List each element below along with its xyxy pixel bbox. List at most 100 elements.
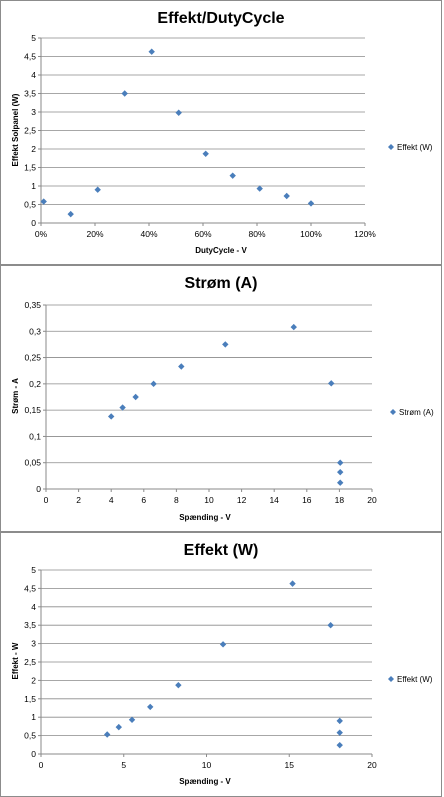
data-point: [104, 731, 111, 738]
x-tick-label: 20%: [86, 229, 103, 239]
legend-marker: [388, 676, 394, 682]
x-tick-label: 60%: [194, 229, 211, 239]
x-tick-label: 0: [44, 495, 49, 505]
y-tick-label: 2,5: [24, 657, 36, 667]
data-point: [175, 681, 182, 689]
data-point: [328, 380, 335, 387]
y-tick-label: 0: [31, 749, 36, 759]
data-point: [307, 200, 315, 207]
data-point: [94, 186, 101, 193]
y-tick-label: 0: [36, 484, 41, 494]
x-axis-label: Spænding - V: [179, 513, 231, 522]
data-point: [132, 393, 139, 401]
legend: Effekt (W): [388, 143, 433, 152]
data-point: [256, 185, 263, 192]
x-tick-label: 20: [367, 760, 377, 770]
y-tick-label: 0,35: [24, 300, 41, 310]
x-tick-label: 6: [141, 495, 146, 505]
data-point: [108, 413, 115, 420]
data-point: [289, 580, 296, 587]
y-tick-label: 0,05: [24, 458, 41, 468]
chart-title: Effekt/DutyCycle: [157, 10, 284, 27]
x-tick-label: 40%: [140, 229, 157, 239]
chart-effekt-dutycycle: Effekt/DutyCycle DutyCycle - V Effekt So…: [11, 10, 433, 255]
x-tick-label: 12: [237, 495, 247, 505]
y-tick-label: 2: [31, 144, 36, 154]
x-tick-label: 4: [109, 495, 114, 505]
data-point: [119, 404, 126, 411]
y-axis-label: Effekt Solpanel (W): [11, 93, 20, 166]
legend-label: Effekt (W): [397, 675, 433, 684]
y-tick-label: 4: [31, 602, 36, 612]
chart-effekt: Effekt (W) Spænding - V Effekt - W 0 0,5 1…: [11, 542, 433, 786]
y-tick-label: 0,2: [29, 379, 41, 389]
y-tick-label: 0,15: [24, 405, 41, 415]
data-point: [178, 363, 185, 370]
chart-panel-effekt-dutycycle: Effekt/DutyCycle DutyCycle - V Effekt So…: [0, 0, 442, 265]
plot-area: 0 0,5 1 1,5 2 2,5 3 3,5 4 4,5 5 0 5 10 15 20: [24, 565, 377, 770]
y-axis-label: Effekt - W: [11, 642, 20, 679]
y-tick-label: 0,3: [29, 326, 41, 336]
data-point: [229, 172, 236, 179]
x-tick-label: 120%: [354, 229, 376, 239]
data-point: [219, 641, 227, 648]
y-tick-label: 1: [31, 181, 36, 191]
x-tick-label: 5: [121, 760, 126, 770]
y-axis-label: Strøm - A: [11, 378, 20, 414]
legend-marker: [388, 144, 394, 150]
data-point: [283, 192, 290, 200]
x-tick-label: 10: [202, 760, 212, 770]
data-point: [67, 210, 74, 218]
x-tick-label: 14: [269, 495, 279, 505]
data-point: [148, 48, 155, 55]
data-point: [202, 150, 209, 158]
data-point: [337, 459, 344, 466]
x-tick-label: 8: [174, 495, 179, 505]
y-tick-label: 0,5: [24, 200, 36, 210]
y-tick-label: 0,1: [29, 431, 41, 441]
data-point: [290, 323, 297, 331]
data-point: [336, 741, 343, 749]
chart-strom: Strøm (A) Spænding - V Strøm - A 0 0,05 0,…: [11, 275, 434, 522]
x-tick-label: 18: [335, 495, 345, 505]
legend: Effekt (W): [388, 675, 433, 684]
y-tick-label: 5: [31, 565, 36, 575]
legend-label: Effekt (W): [397, 143, 433, 152]
legend: Strøm (A): [390, 408, 434, 417]
data-point: [337, 468, 344, 476]
x-tick-label: 0%: [35, 229, 48, 239]
y-tick-label: 2,5: [24, 126, 36, 136]
y-tick-label: 5: [31, 33, 36, 43]
x-tick-label: 100%: [300, 229, 322, 239]
y-tick-label: 4: [31, 70, 36, 80]
data-point: [150, 380, 157, 388]
data-point: [327, 622, 334, 629]
y-tick-label: 4,5: [24, 52, 36, 62]
y-tick-label: 3,5: [24, 620, 36, 630]
y-tick-label: 0,25: [24, 353, 41, 363]
data-point: [40, 198, 47, 205]
y-tick-label: 1,5: [24, 163, 36, 173]
data-point: [336, 717, 343, 725]
plot-area: 0 0,5 1 1,5 2 2,5 3 3,5 4 4,5 5 0% 20% 40% 60% 80% 100% 1…: [24, 33, 376, 239]
legend-marker: [390, 409, 396, 415]
y-tick-label: 0,5: [24, 731, 36, 741]
x-tick-label: 2: [76, 495, 81, 505]
data-point: [337, 479, 344, 486]
data-point: [115, 723, 122, 731]
chart-panel-strom: Strøm (A) Spænding - V Strøm - A 0 0,05 0,…: [0, 265, 442, 532]
data-point: [175, 109, 182, 116]
chart-panel-effekt: Effekt (W) Spænding - V Effekt - W 0 0,5 1…: [0, 532, 442, 797]
y-tick-label: 4,5: [24, 583, 36, 593]
x-tick-label: 10: [204, 495, 214, 505]
x-axis-label: Spænding - V: [179, 777, 231, 786]
y-tick-label: 0: [31, 218, 36, 228]
data-point: [128, 716, 136, 723]
y-tick-label: 2: [31, 675, 36, 685]
legend-label: Strøm (A): [399, 408, 434, 417]
y-tick-label: 3: [31, 107, 36, 117]
x-tick-label: 16: [302, 495, 312, 505]
x-axis-label: DutyCycle - V: [195, 246, 247, 255]
plot-area: 0 0,05 0,1 0,15 0,2 0,25 0,3 0,35 0 2 4 6 8 10 12 14 16 1…: [24, 300, 377, 505]
data-point: [336, 729, 343, 736]
